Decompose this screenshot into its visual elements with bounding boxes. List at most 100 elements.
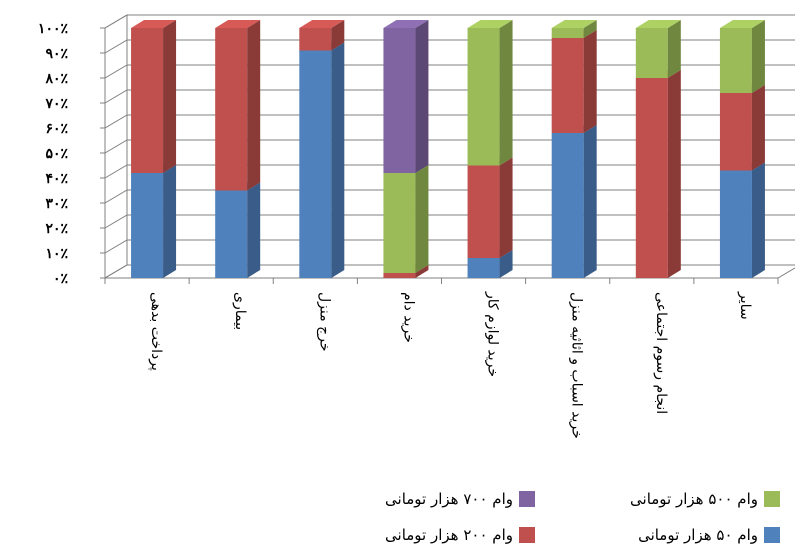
- bar-front: [467, 165, 500, 258]
- x-category-label: خرید لوازم کار: [485, 291, 501, 377]
- bar-segment: [635, 70, 681, 278]
- legend-swatch-500: [764, 491, 780, 507]
- bar-side: [583, 125, 597, 278]
- bar-segment: [131, 165, 177, 278]
- bar-side: [667, 20, 681, 78]
- legend-item-500: وام ۵۰۰ هزار تومانی: [630, 490, 780, 508]
- bar-front: [467, 28, 500, 166]
- y-tick-label: ۷۰٪: [44, 96, 68, 112]
- bar-top: [131, 20, 177, 28]
- bar-front: [383, 28, 416, 173]
- legend-item-200: وام ۲۰۰ هزار تومانی: [385, 526, 535, 544]
- bar-front: [383, 173, 416, 273]
- bar-front: [635, 28, 668, 78]
- legend-item-700: وام ۷۰۰ هزار تومانی: [385, 490, 535, 508]
- bar-front: [551, 133, 584, 278]
- y-tick-label: ۰٪: [53, 271, 69, 287]
- bar-segment: [299, 20, 345, 51]
- bar-front: [299, 28, 332, 51]
- y-tick-label: ۵۰٪: [45, 146, 68, 162]
- y-tick-label: ۳۰٪: [45, 196, 68, 212]
- bar-top: [299, 20, 345, 28]
- x-category-label: خرید اسباب و اثاثیه منزل: [569, 292, 585, 439]
- x-category-label: بیماری: [232, 292, 248, 330]
- bar-side: [583, 20, 597, 38]
- legend: وام ۵۰ هزار تومانی وام ۲۰۰ هزار تومانی و…: [300, 482, 780, 552]
- x-category-label: خرج منزل: [316, 292, 332, 352]
- bar-front: [215, 190, 248, 278]
- x-category-label: سایر: [737, 291, 753, 320]
- chart-floor: [103, 264, 795, 279]
- bar-segment: [719, 20, 765, 93]
- bar-front: [215, 28, 248, 191]
- bar-front: [131, 28, 164, 173]
- bar-segment: [551, 125, 597, 278]
- bar-side: [499, 250, 513, 278]
- bar-front: [635, 78, 668, 278]
- bar-side: [583, 30, 597, 133]
- bar-side: [331, 20, 345, 51]
- bar-side: [415, 265, 429, 278]
- bar-front: [551, 28, 584, 38]
- bar-front: [719, 28, 752, 93]
- bar-side: [331, 42, 345, 278]
- bar-front: [299, 50, 332, 278]
- bar-top: [551, 20, 597, 28]
- bar-segment: [467, 20, 513, 166]
- bar-side: [415, 165, 429, 273]
- bar-segment: [719, 162, 765, 278]
- y-tick-label: ۹۰٪: [45, 46, 68, 62]
- bar-side: [667, 70, 681, 278]
- bar-segment: [551, 20, 597, 38]
- bar-front: [719, 93, 752, 171]
- bar-segment: [299, 42, 345, 278]
- bar-segment: [551, 30, 597, 133]
- bar-front: [131, 173, 164, 278]
- legend-label-500: وام ۵۰۰ هزار تومانی: [630, 490, 758, 508]
- bar-side: [163, 165, 177, 278]
- bar-segment: [215, 20, 261, 191]
- bar-segment: [131, 20, 177, 173]
- bar-side: [415, 20, 429, 173]
- y-tick-label: ۶۰٪: [45, 121, 68, 137]
- bar-segment: [719, 85, 765, 171]
- x-category-label: انجام رسوم اجتماعی: [653, 292, 669, 414]
- y-tick-label: ۱۰٪: [45, 246, 68, 262]
- legend-label-50: وام ۵۰ هزار تومانی: [638, 526, 758, 544]
- bar-top: [719, 20, 765, 28]
- legend-swatch-200: [519, 527, 535, 543]
- legend-swatch-50: [764, 527, 780, 543]
- bar-side: [751, 85, 765, 171]
- y-tick-label: ۸۰٪: [44, 71, 68, 87]
- bar-top: [467, 20, 513, 28]
- legend-item-50: وام ۵۰ هزار تومانی: [638, 526, 780, 544]
- y-tick-label: ۱۰۰٪: [38, 21, 69, 37]
- legend-label-200: وام ۲۰۰ هزار تومانی: [385, 526, 513, 544]
- bar-front: [467, 258, 500, 278]
- legend-swatch-700: [519, 491, 535, 507]
- bar-side: [247, 20, 261, 191]
- bar-side: [499, 20, 513, 166]
- bar-side: [499, 157, 513, 258]
- bar-side: [751, 162, 765, 278]
- bar-front: [719, 170, 752, 278]
- bar-side: [751, 20, 765, 93]
- x-category-label: خرید دام: [400, 292, 416, 343]
- bar-side: [163, 20, 177, 173]
- x-category-label: پرداخت بدهی: [148, 292, 164, 371]
- gridline: [104, 14, 795, 29]
- bar-side: [247, 182, 261, 278]
- bar-segment: [467, 157, 513, 258]
- bar-top: [215, 20, 261, 28]
- bar-top: [383, 20, 429, 28]
- bar-segment: [383, 165, 429, 273]
- bar-front: [383, 273, 416, 278]
- bar-segment: [635, 20, 681, 78]
- bar-front: [551, 38, 584, 133]
- y-tick-label: ۴۰٪: [45, 171, 68, 187]
- bar-segment: [215, 182, 261, 278]
- bar-segment: [383, 20, 429, 173]
- y-tick-label: ۲۰٪: [45, 221, 68, 237]
- bar-top: [635, 20, 681, 28]
- legend-label-700: وام ۷۰۰ هزار تومانی: [385, 490, 513, 508]
